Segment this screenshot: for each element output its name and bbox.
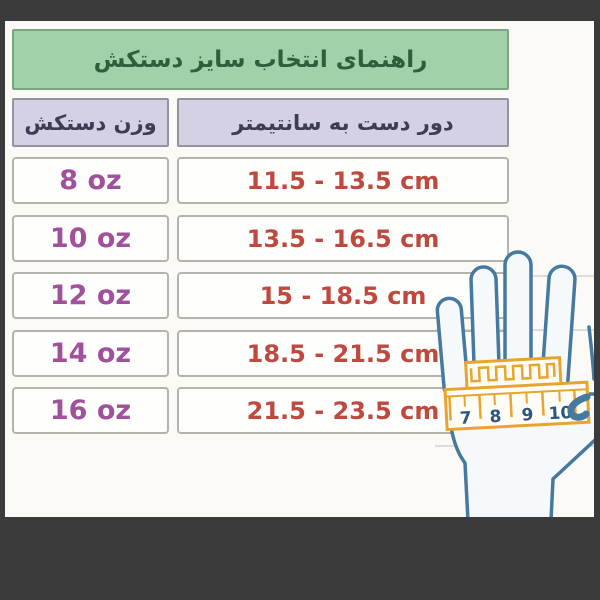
range-cell: 13.5 - 16.5 cm (177, 215, 509, 262)
tape-minor-ticks (463, 390, 561, 407)
tape-number-10: 10 (548, 403, 573, 424)
col-header-weight: وزن دستکش (12, 98, 169, 147)
title-text: راهنمای انتخاب سایز دستکش (93, 46, 428, 73)
tape-number-9: 9 (521, 405, 534, 426)
weight-cell: 8 oz (12, 157, 169, 204)
weight-cell: 10 oz (12, 215, 169, 262)
hand-measurement-illustration: 7 8 9 10 (435, 250, 594, 517)
range-cell: 11.5 - 13.5 cm (177, 157, 509, 204)
tape-number-7: 7 (459, 408, 472, 429)
weight-cell: 14 oz (12, 330, 169, 377)
title-banner: راهنمای انتخاب سایز دستکش (12, 29, 509, 90)
thumb-edge (587, 325, 594, 381)
measuring-tape: 7 8 9 10 (443, 356, 591, 432)
tape-inner-edge (445, 388, 588, 398)
tape-upper-marks (469, 362, 556, 383)
pinky-finger (435, 296, 470, 400)
content-panel: راهنمای انتخاب سایز دستکش دور دست به سان… (5, 21, 594, 517)
col-header-circumference: دور دست به سانتیمتر (177, 98, 509, 147)
thumb-tip (567, 393, 591, 421)
tape-major-ticks (448, 389, 577, 421)
weight-cell: 12 oz (12, 272, 169, 319)
weight-cell: 16 oz (12, 387, 169, 434)
tape-number-8: 8 (489, 407, 502, 428)
